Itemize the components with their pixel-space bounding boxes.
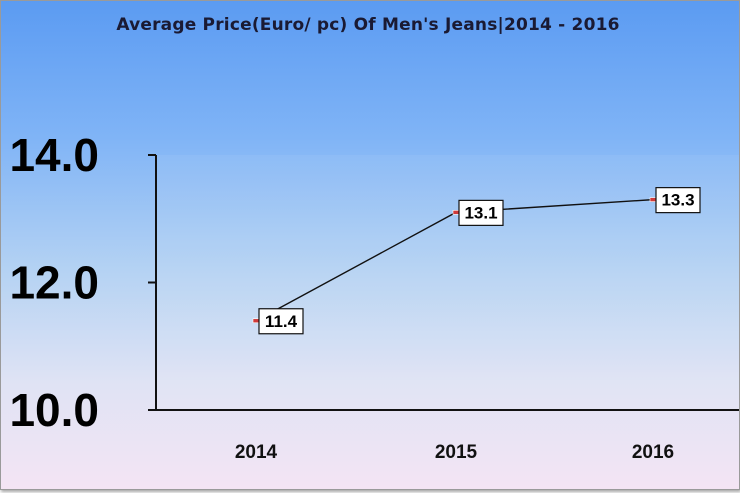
x-tick-label: 2014 [235,442,278,463]
x-tick-label: 2015 [435,442,478,463]
y-tick-label: 10.0 [9,384,99,436]
x-tick-label: 2016 [632,442,674,463]
data-label-box [655,187,701,214]
chart-title: Average Price(Euro/ pc) Of Men's Jeans|2… [116,15,620,35]
data-label: 13.3 [661,191,694,210]
y-tick-label: 12.0 [9,257,99,309]
data-label-box [258,308,304,335]
data-label: 13.1 [464,203,497,222]
plot-area [156,155,739,410]
data-point [252,318,260,324]
y-tick-label: 14.0 [9,129,99,181]
data-label-box [458,199,504,226]
data-label: 11.4 [265,312,298,331]
data-point [649,197,657,202]
data-point [452,210,460,215]
